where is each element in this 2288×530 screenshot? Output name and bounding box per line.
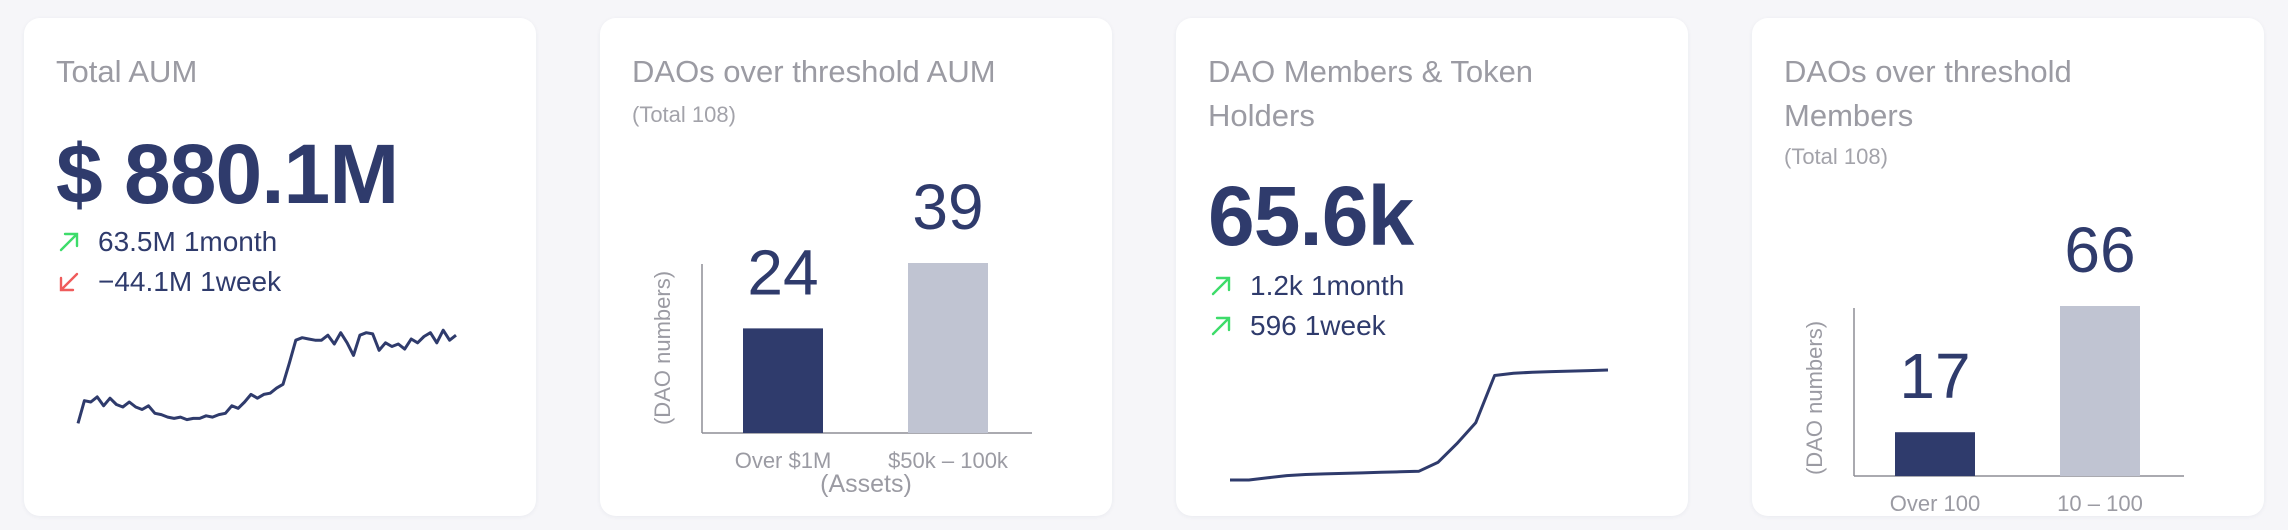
- bar-10-100: [2060, 306, 2140, 476]
- bar-over-1m: [743, 328, 823, 433]
- daos-members-bar-chart: 17 66 Over 100 10 – 100 (DAO numbers): [1802, 214, 2184, 516]
- delta-value: 63.5M: [98, 226, 176, 257]
- card-title: Total AUM: [56, 54, 198, 89]
- y-axis-label: (DAO numbers): [1802, 321, 1827, 475]
- arrow-down-left-icon: [59, 272, 79, 292]
- delta-period: 1month: [1310, 270, 1405, 301]
- members-sparkline: [1230, 368, 1609, 482]
- aum-sparkline-line: [76, 328, 457, 424]
- x-tick-label: $50k – 100k: [888, 448, 1009, 473]
- aum-sparkline: [76, 328, 457, 424]
- dao-members-card: DAO Members & Token Holders 65.6k 1.2k 1…: [1176, 18, 1688, 516]
- card-title: DAO Members & Token Holders: [1208, 54, 1534, 133]
- y-axis-label: (DAO numbers): [650, 271, 675, 425]
- delta-value: −44.1M: [98, 266, 193, 297]
- total-aum-card: Total AUM $ 880.1M 63.5M 1month −44.1M 1…: [24, 18, 536, 516]
- bar-50k-100k: [908, 263, 988, 433]
- delta-week: 596 1week: [1208, 306, 1386, 346]
- daos-aum-bar-chart: 24 39 Over $1M $50k – 100k (Assets) (DAO…: [650, 171, 1032, 498]
- aum-value: $ 880.1M: [56, 127, 399, 221]
- arrow-up-right-icon: [1211, 316, 1231, 336]
- arrow-up-right-icon: [59, 232, 79, 252]
- card-title: DAOs over threshold Members: [1784, 54, 2072, 133]
- x-axis-label: (Assets): [820, 470, 912, 498]
- delta-period: 1month: [183, 226, 278, 257]
- x-tick-label: Over $1M: [735, 448, 832, 473]
- delta-period: 1week: [1304, 310, 1386, 341]
- delta-value: 596: [1250, 310, 1297, 341]
- bar-over-100: [1895, 432, 1975, 476]
- card-subtitle: (Total 108): [1784, 144, 1888, 169]
- daos-over-threshold-members-card: DAOs over threshold Members (Total 108) …: [1752, 18, 2264, 516]
- delta-month: 1.2k 1month: [1208, 266, 1404, 306]
- delta-month: 63.5M 1month: [56, 222, 277, 262]
- arrow-up-right-icon: [1211, 276, 1231, 296]
- delta-period: 1week: [200, 266, 282, 297]
- card-title: DAOs over threshold AUM: [632, 54, 996, 89]
- card-subtitle: (Total 108): [632, 102, 736, 127]
- bar-value-label: 24: [747, 236, 818, 308]
- members-sparkline-line: [1230, 368, 1609, 482]
- members-value: 65.6k: [1208, 169, 1414, 263]
- delta-week: −44.1M 1week: [56, 262, 281, 302]
- delta-value: 1.2k: [1250, 270, 1303, 301]
- bar-value-label: 17: [1899, 340, 1970, 412]
- x-tick-label: Over 100: [1890, 491, 1981, 516]
- daos-over-threshold-aum-card: DAOs over threshold AUM (Total 108) 24 3…: [600, 18, 1112, 516]
- bar-value-label: 39: [912, 171, 983, 243]
- x-tick-label: 10 – 100: [2057, 491, 2143, 516]
- bar-value-label: 66: [2064, 214, 2135, 286]
